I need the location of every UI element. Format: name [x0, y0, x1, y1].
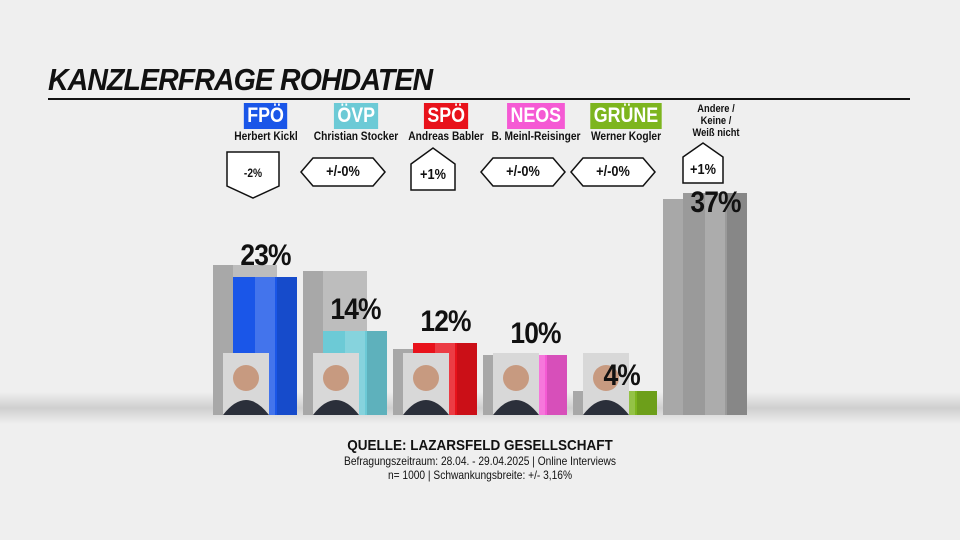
party-header: ÖVP Christian Stocker [311, 103, 401, 143]
value-label: 12% [420, 305, 471, 338]
bar-shade [457, 343, 477, 415]
value-label: 37% [690, 186, 741, 219]
bar-highlight [705, 193, 725, 415]
source-heading: QUELLE: LAZARSFELD GESELLSCHAFT [347, 437, 613, 454]
party-tag: GRÜNE [590, 103, 662, 129]
value-label: 4% [603, 359, 640, 392]
change-badge-down [226, 151, 280, 199]
change-value: +/-0% [596, 163, 630, 180]
candidate-name: B. Meinl-Reisinger [491, 129, 581, 143]
bar-shade [547, 355, 567, 415]
party-tag: ÖVP [333, 103, 379, 129]
candidate-suit [403, 400, 449, 415]
bar-shade [367, 331, 387, 415]
bar-shade [277, 277, 297, 415]
candidate-name: Christian Stocker [313, 129, 399, 143]
party-header: Andere / Keine / Weiß nicht [671, 103, 761, 139]
candidate-name: Werner Kogler [590, 129, 662, 143]
title-rule [48, 98, 910, 100]
change-badge-up [410, 147, 456, 191]
candidate-suit [313, 400, 359, 415]
change-badge-flat [480, 157, 566, 187]
candidate-face [593, 365, 619, 391]
bar-shade [727, 193, 747, 415]
candidate-face [233, 365, 259, 391]
party-header: FPÖ Herbert Kickl [221, 103, 311, 143]
change-badge-flat [300, 157, 386, 187]
bar-shade [637, 391, 657, 415]
change-value: +/-0% [506, 163, 540, 180]
candidate-suit [583, 400, 629, 415]
source-period: Befragungszeitraum: 28.04. - 29.04.2025 … [344, 454, 616, 468]
change-badge-flat [570, 157, 656, 187]
candidate-face [503, 365, 529, 391]
source-block: QUELLE: LAZARSFELD GESELLSCHAFT Befragun… [0, 437, 960, 482]
page-title: KANZLERFRAGE ROHDATEN [48, 62, 433, 97]
bar-5 [683, 193, 747, 415]
candidate-suit [223, 400, 269, 415]
candidate-face [413, 365, 439, 391]
candidate-name: Herbert Kickl [234, 129, 298, 143]
candidate-name: Andreas Babler [408, 129, 484, 143]
candidate-face [323, 365, 349, 391]
party-tag: FPÖ [244, 103, 288, 129]
value-label: 14% [330, 293, 381, 326]
floor-shadow [0, 392, 960, 424]
change-value: +/-0% [326, 163, 360, 180]
value-label: 10% [510, 317, 561, 350]
party-header: GRÜNE Werner Kogler [581, 103, 671, 143]
change-badge-up [682, 142, 724, 184]
value-label: 23% [240, 239, 291, 272]
background-bar-side [663, 199, 683, 415]
change-value: +1% [690, 161, 716, 178]
party-tag: NEOS [507, 103, 565, 129]
source-sample: n= 1000 | Schwankungsbreite: +/- 3,16% [387, 468, 573, 482]
party-header: NEOS B. Meinl-Reisinger [491, 103, 581, 143]
party-header: SPÖ Andreas Babler [401, 103, 491, 143]
candidate-suit [493, 400, 539, 415]
change-value: +1% [420, 166, 446, 183]
party-tag: SPÖ [423, 103, 469, 129]
change-value: -2% [243, 166, 263, 180]
other-label: Andere / Keine / Weiß nicht [692, 103, 740, 139]
